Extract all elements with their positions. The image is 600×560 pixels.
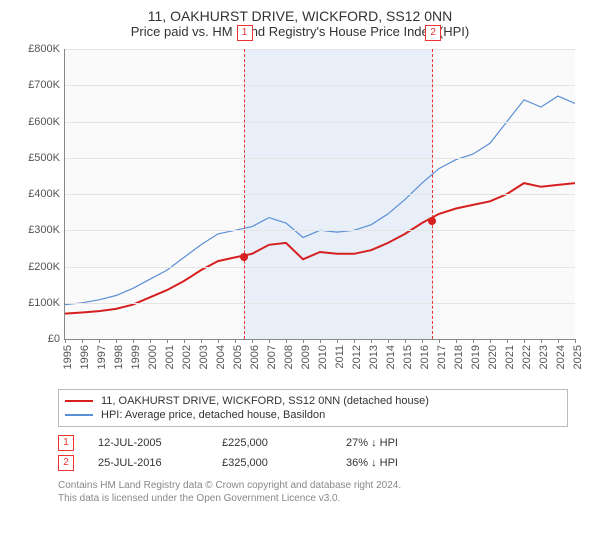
sale-marker-box: 1 bbox=[237, 25, 253, 41]
x-axis-label: 2025 bbox=[572, 345, 600, 369]
y-axis-label: £100K bbox=[18, 297, 60, 309]
footer-line: This data is licensed under the Open Gov… bbox=[58, 492, 568, 505]
sale-dot bbox=[428, 217, 436, 225]
data-attribution: Contains HM Land Registry data © Crown c… bbox=[58, 479, 568, 505]
legend-row: 11, OAKHURST DRIVE, WICKFORD, SS12 0NN (… bbox=[65, 394, 561, 408]
y-axis-label: £0 bbox=[18, 333, 60, 345]
legend-swatch bbox=[65, 414, 93, 416]
transaction-date: 12-JUL-2005 bbox=[98, 437, 198, 449]
y-axis-label: £300K bbox=[18, 224, 60, 236]
sale-marker-line bbox=[244, 49, 245, 339]
footer-line: Contains HM Land Registry data © Crown c… bbox=[58, 479, 568, 492]
sale-dot bbox=[240, 253, 248, 261]
page-subtitle: Price paid vs. HM Land Registry's House … bbox=[12, 24, 588, 39]
y-axis-label: £500K bbox=[18, 152, 60, 164]
y-axis-label: £800K bbox=[18, 43, 60, 55]
transaction-price: £225,000 bbox=[222, 437, 322, 449]
series-hpi bbox=[65, 96, 575, 305]
transaction-row: 2 25-JUL-2016 £325,000 36% ↓ HPI bbox=[58, 453, 568, 473]
transaction-date: 25-JUL-2016 bbox=[98, 457, 198, 469]
series-property bbox=[65, 183, 575, 314]
chart-legend: 11, OAKHURST DRIVE, WICKFORD, SS12 0NN (… bbox=[58, 389, 568, 427]
y-axis-label: £400K bbox=[18, 188, 60, 200]
price-chart: £0 £100K £200K £300K £400K £500K £600K £700K £80… bbox=[18, 43, 580, 383]
legend-label: HPI: Average price, detached house, Basi… bbox=[101, 409, 325, 421]
legend-label: 11, OAKHURST DRIVE, WICKFORD, SS12 0NN (… bbox=[101, 395, 429, 407]
sale-marker-line bbox=[432, 49, 433, 339]
y-axis-label: £600K bbox=[18, 116, 60, 128]
sale-marker-box: 2 bbox=[425, 25, 441, 41]
transaction-hpi-delta: 27% ↓ HPI bbox=[346, 437, 446, 449]
transaction-marker: 1 bbox=[58, 435, 74, 451]
legend-row: HPI: Average price, detached house, Basi… bbox=[65, 408, 561, 422]
transaction-price: £325,000 bbox=[222, 457, 322, 469]
transaction-marker: 2 bbox=[58, 455, 74, 471]
legend-swatch bbox=[65, 400, 93, 402]
transaction-hpi-delta: 36% ↓ HPI bbox=[346, 457, 446, 469]
y-axis-label: £200K bbox=[18, 261, 60, 273]
plot-area: 12 bbox=[64, 49, 575, 340]
page-title: 11, OAKHURST DRIVE, WICKFORD, SS12 0NN bbox=[12, 8, 588, 24]
y-axis-label: £700K bbox=[18, 79, 60, 91]
transaction-row: 1 12-JUL-2005 £225,000 27% ↓ HPI bbox=[58, 433, 568, 453]
transactions-table: 1 12-JUL-2005 £225,000 27% ↓ HPI 2 25-JUL-201… bbox=[58, 433, 568, 473]
